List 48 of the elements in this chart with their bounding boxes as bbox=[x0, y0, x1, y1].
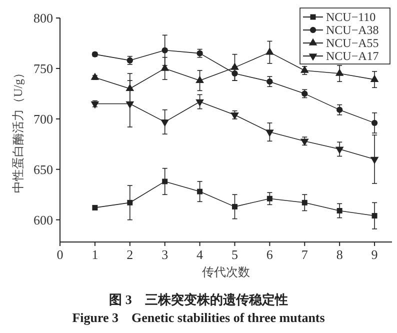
legend-label: NCU−A55 bbox=[326, 36, 379, 50]
point bbox=[162, 47, 168, 54]
point bbox=[300, 66, 309, 73]
x-tick-label: 0 bbox=[56, 247, 64, 262]
y-tick-label: 700 bbox=[34, 111, 53, 126]
legend-label: NCU−A38 bbox=[326, 23, 379, 38]
point bbox=[266, 130, 274, 137]
point bbox=[266, 78, 273, 85]
x-tick-label: 7 bbox=[301, 247, 308, 262]
point bbox=[266, 196, 272, 202]
point bbox=[336, 106, 343, 113]
y-tick-label: 750 bbox=[34, 61, 53, 76]
point bbox=[335, 68, 344, 76]
x-tick-label: 9 bbox=[371, 247, 378, 262]
x-axis-title: 传代次数 bbox=[202, 265, 250, 279]
point bbox=[371, 120, 378, 126]
point bbox=[300, 138, 309, 146]
point bbox=[230, 112, 239, 120]
x-tick-label: 2 bbox=[126, 247, 134, 262]
point bbox=[266, 48, 274, 55]
point bbox=[127, 200, 133, 206]
point bbox=[370, 156, 379, 164]
caption: Figure 3 Genetic stabilities of three mutants bbox=[72, 310, 325, 325]
x-tick-label: 3 bbox=[162, 247, 168, 262]
point bbox=[302, 200, 308, 206]
caption: 图 3 三株突变株的遗传稳定性 bbox=[109, 292, 288, 307]
y-tick-label: 600 bbox=[34, 212, 53, 228]
point bbox=[162, 178, 168, 184]
point bbox=[372, 213, 378, 219]
legend-label: NCU−110 bbox=[326, 10, 376, 24]
x-tick-label: 4 bbox=[196, 247, 204, 262]
point bbox=[370, 74, 379, 82]
point bbox=[196, 99, 204, 107]
point bbox=[336, 208, 342, 214]
x-tick-label: 5 bbox=[231, 247, 238, 262]
x-tick-label: 6 bbox=[266, 247, 274, 262]
point bbox=[335, 146, 344, 154]
point bbox=[160, 120, 170, 127]
y-tick-label: 800 bbox=[34, 10, 53, 26]
x-tick-label: 8 bbox=[336, 247, 343, 262]
y-tick-label: 650 bbox=[34, 162, 53, 177]
point bbox=[90, 72, 100, 80]
point bbox=[196, 76, 204, 83]
y-axis-title: 中性蛋白酶活力（U/g） bbox=[11, 67, 25, 193]
point bbox=[232, 204, 238, 210]
point bbox=[197, 188, 203, 194]
legend-label: NCU−A17 bbox=[326, 49, 379, 64]
x-tick-label: 1 bbox=[92, 247, 98, 262]
